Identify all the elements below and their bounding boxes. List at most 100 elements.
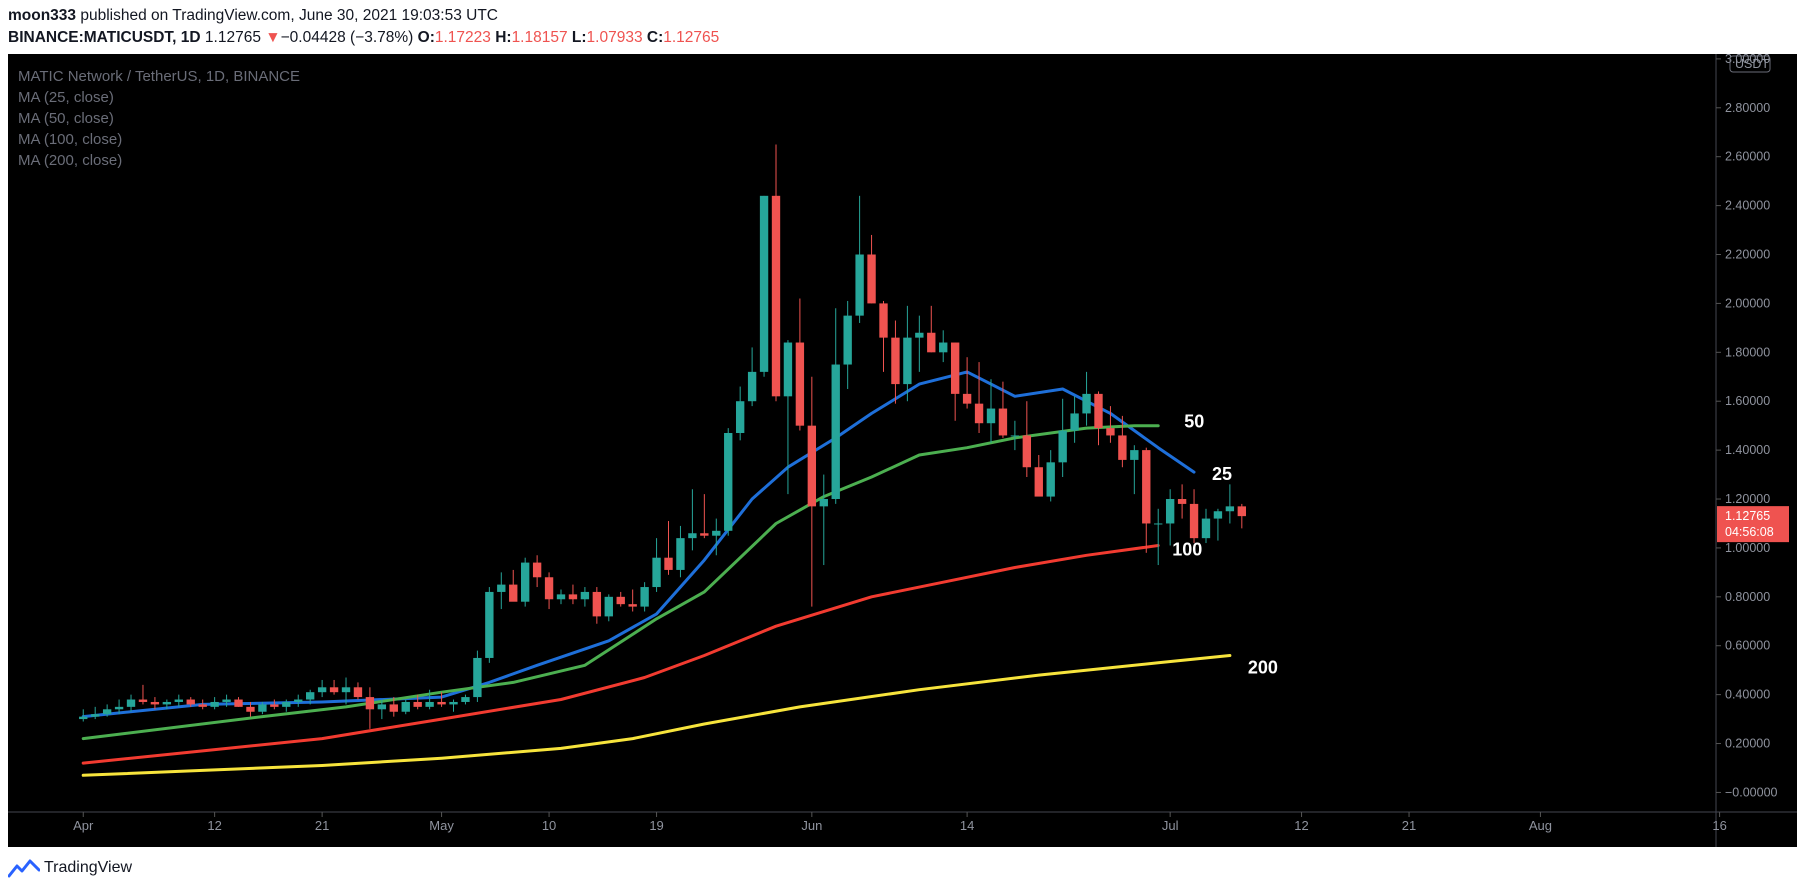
candle-body xyxy=(1165,499,1175,524)
candle-body xyxy=(819,499,828,507)
candle-body xyxy=(449,701,458,705)
candle-body xyxy=(114,706,124,710)
candle-body xyxy=(747,371,757,402)
candle-body xyxy=(807,425,817,507)
candle-body xyxy=(473,657,482,698)
low-label: L: xyxy=(571,29,587,46)
ma200-label: 200 xyxy=(1248,658,1278,678)
candle-body xyxy=(1213,511,1223,519)
candle-body xyxy=(294,699,303,702)
candle-body xyxy=(556,594,566,600)
down-arrow-icon: ▼ xyxy=(265,29,281,46)
candle-body xyxy=(771,195,781,397)
candle-body xyxy=(389,704,398,712)
ma25-line xyxy=(81,370,1196,719)
candle-body xyxy=(544,577,554,600)
candle-body xyxy=(532,562,542,578)
candle-body xyxy=(1189,503,1199,539)
candle-body xyxy=(998,408,1008,436)
candle-body xyxy=(735,401,745,433)
candle-body xyxy=(759,195,769,372)
y-tick-label: 0.40000 xyxy=(1725,688,1770,702)
author-name[interactable]: moon333 xyxy=(8,7,77,24)
currency-label: USDT xyxy=(1735,57,1769,71)
price-chart[interactable]: 25 50 100 200 3.00000 2.80000 2.60000 2.40000 2… xyxy=(8,54,1797,847)
price-change: −0.04428 (−3.78%) xyxy=(280,29,414,46)
candle-body xyxy=(425,701,434,707)
candle-body xyxy=(879,303,888,338)
candle-body xyxy=(1094,393,1103,429)
y-tick-label: 2.60000 xyxy=(1725,150,1770,164)
y-tick-label: 2.40000 xyxy=(1725,199,1770,213)
close-value: 1.12765 xyxy=(663,29,720,46)
x-tick-label: 12 xyxy=(1294,818,1308,833)
candle-body xyxy=(676,538,685,570)
ma50-label: 50 xyxy=(1184,412,1204,432)
countdown-label: 04:56:08 xyxy=(1725,525,1774,539)
candle-body xyxy=(485,591,494,658)
candle-body xyxy=(150,701,160,705)
candle-body xyxy=(102,709,112,715)
candle-body xyxy=(258,704,267,712)
candle-body xyxy=(903,337,912,385)
candle-body xyxy=(1177,499,1187,504)
candle-body xyxy=(891,337,900,385)
candle-body xyxy=(270,704,279,707)
y-tick-label: 2.20000 xyxy=(1725,248,1770,262)
y-tick-label: 3.00000 xyxy=(1725,54,1770,66)
x-tick-label: 21 xyxy=(1402,818,1416,833)
y-tick-label: 0.60000 xyxy=(1725,639,1770,653)
x-tick-label: 14 xyxy=(960,818,974,833)
candle-body xyxy=(377,704,387,710)
candle-body xyxy=(580,591,590,600)
candle-body xyxy=(1237,506,1247,517)
candle-body xyxy=(628,604,637,607)
legend-ma200[interactable]: MA (200, close) xyxy=(18,152,122,169)
open-label: O: xyxy=(417,29,435,46)
y-tick-label: 2.00000 xyxy=(1725,296,1770,310)
candle-body xyxy=(317,687,327,693)
candle-body xyxy=(1201,518,1211,539)
high-label: H: xyxy=(495,29,512,46)
candle-body xyxy=(210,701,219,707)
candle-body xyxy=(688,533,697,539)
y-tick-label: 1.40000 xyxy=(1725,443,1770,457)
candle-body xyxy=(461,697,470,702)
candle-body xyxy=(795,342,805,426)
chart-area[interactable]: 25 50 100 200 3.00000 2.80000 2.60000 2.40000 2… xyxy=(8,54,1797,847)
candle-body xyxy=(1142,450,1151,524)
candle-body xyxy=(353,687,363,698)
candle-body xyxy=(986,408,996,424)
candle-body xyxy=(652,557,661,588)
published-info: published on TradingView.com, June 30, 2… xyxy=(80,7,499,24)
footer-brand[interactable]: TradingView xyxy=(8,858,132,878)
candle-body xyxy=(664,557,673,570)
candle-body xyxy=(700,533,709,536)
candle-body xyxy=(1034,467,1043,497)
candle-body xyxy=(568,594,578,600)
tradingview-logo-icon xyxy=(8,859,40,878)
candle-body xyxy=(79,716,88,720)
candle-body xyxy=(401,701,410,712)
candle-body xyxy=(640,587,649,607)
candle-body xyxy=(1225,506,1235,512)
candle-body xyxy=(1154,523,1163,525)
legend-ma100[interactable]: MA (100, close) xyxy=(18,131,122,148)
candle-body xyxy=(939,342,948,353)
candle-body xyxy=(1082,393,1091,414)
candle-body xyxy=(282,701,291,707)
x-tick-label: 10 xyxy=(542,818,556,833)
open-value: 1.17223 xyxy=(434,29,491,46)
candle-body xyxy=(867,254,876,304)
y-tick-label: 1.80000 xyxy=(1725,345,1770,359)
x-tick-label: Jun xyxy=(801,818,822,833)
legend-ma50[interactable]: MA (50, close) xyxy=(18,110,114,127)
publish-header: moon333 published on TradingView.com, Ju… xyxy=(8,7,498,25)
brand-name: TradingView xyxy=(44,859,133,876)
candle-body xyxy=(724,433,733,531)
legend-ma25[interactable]: MA (25, close) xyxy=(18,89,114,106)
candle-body xyxy=(1118,435,1127,460)
x-tick-label: 19 xyxy=(649,818,663,833)
last-price-tag xyxy=(1717,506,1789,543)
candle-body xyxy=(126,699,136,707)
